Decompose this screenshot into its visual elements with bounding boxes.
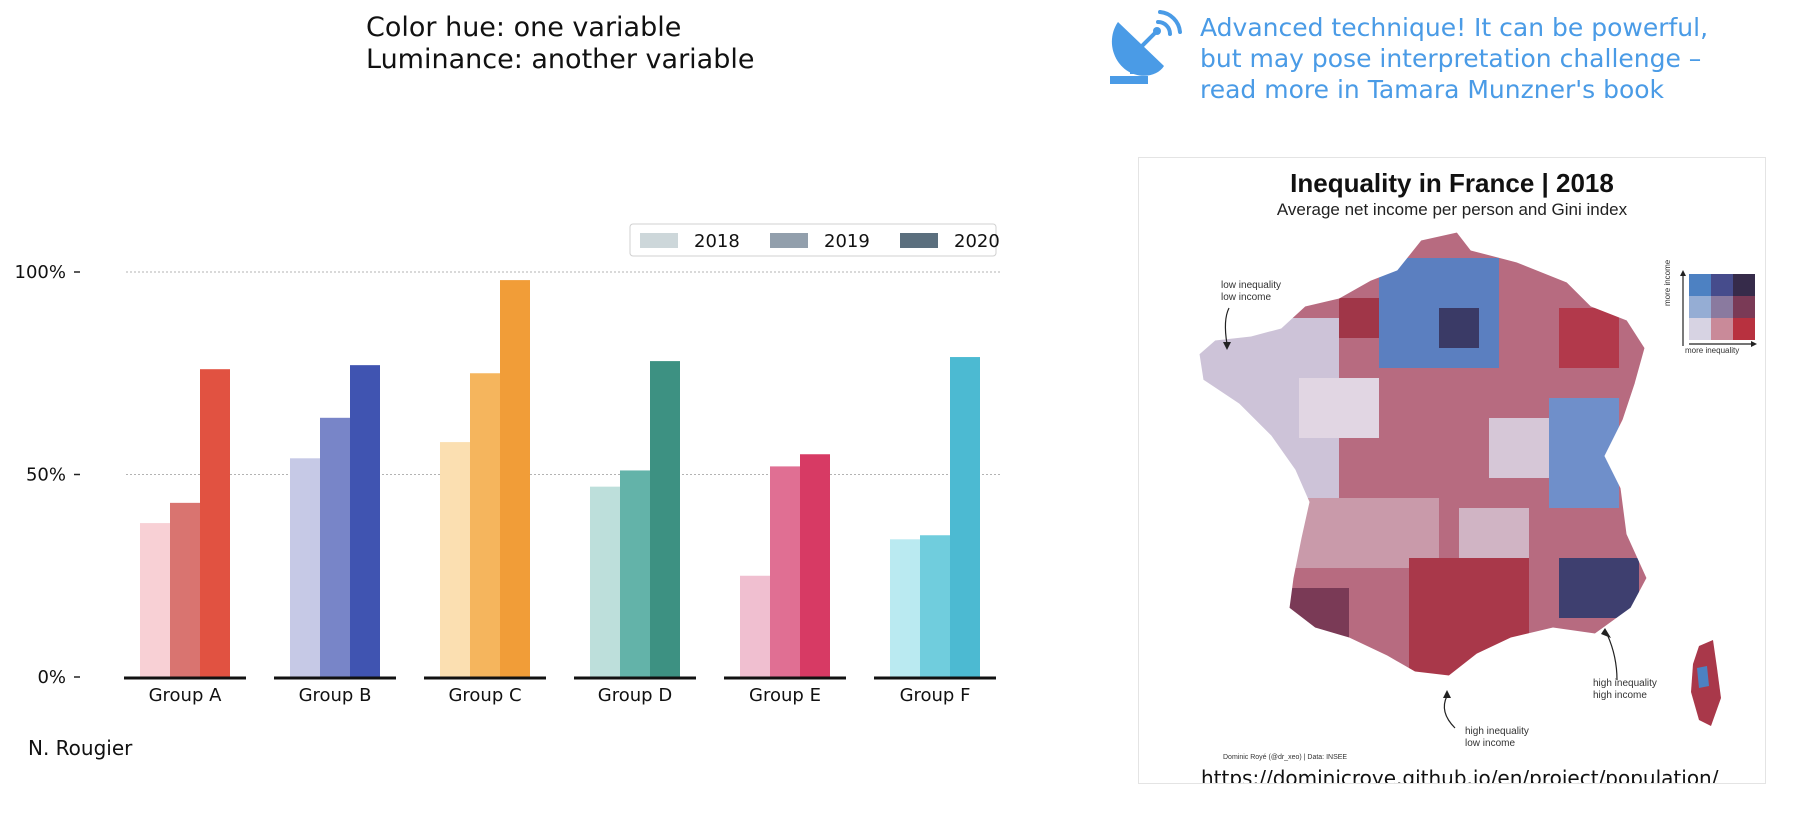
- bar-group-e-2019: [770, 466, 800, 677]
- legend-label-2020: 2020: [954, 231, 1000, 252]
- bivariate-legend: [1680, 270, 1757, 347]
- legend-cell: [1689, 274, 1711, 296]
- category-label: Group F: [900, 685, 971, 706]
- bar-group-c-2018: [440, 442, 470, 677]
- legend-swatch-2020: [900, 233, 938, 248]
- y-tick-label: 100%: [15, 262, 66, 283]
- annotation-high-inequality-low-income: high inequality low income: [1465, 726, 1529, 749]
- legend-cell: [1733, 296, 1755, 318]
- caption: Color hue: one variable Luminance: anoth…: [366, 12, 754, 76]
- bar-group-f-2020: [950, 357, 980, 677]
- advice-line-1: Advanced technique! It can be powerful,: [1200, 13, 1709, 42]
- bar-group-f-2018: [890, 539, 920, 677]
- legend-cell: [1733, 318, 1755, 340]
- bar-group-b-2020: [350, 365, 380, 677]
- grouped-bar-chart: 0% 50% 100% Group A Group B Group C Group D Gro…: [15, 223, 1000, 706]
- map-title: Inequality in France | 2018: [1290, 168, 1614, 198]
- bar-group-b-2018: [290, 458, 320, 677]
- france-outline: [1198, 231, 1648, 677]
- legend-label-2019: 2019: [824, 231, 870, 252]
- bar-group-c-2020: [500, 280, 530, 677]
- bar-group-a-2018: [140, 523, 170, 677]
- bar-group-c-2019: [470, 373, 500, 677]
- france-map: [1198, 231, 1721, 729]
- legend-label-2018: 2018: [694, 231, 740, 252]
- bar-group-e-2018: [740, 575, 770, 677]
- legend-swatch-2019: [770, 233, 808, 248]
- bar-group-a-2019: [170, 502, 200, 677]
- category-label: Group E: [749, 685, 821, 706]
- legend-box: [629, 223, 997, 257]
- legend-cell: [1689, 318, 1711, 340]
- legend-cell: [1711, 318, 1733, 340]
- author-credit: N. Rougier: [28, 736, 133, 760]
- category-label: Group B: [299, 685, 372, 706]
- legend-y-label: more income: [1663, 259, 1672, 306]
- legend-cell: [1711, 296, 1733, 318]
- annotation-high-inequality-high-income: high inequality high income: [1593, 678, 1657, 701]
- legend-cell: [1689, 296, 1711, 318]
- advice-line-3: read more in Tamara Munzner's book: [1200, 75, 1665, 104]
- advice-callout: Advanced technique! It can be powerful, …: [1200, 12, 1708, 105]
- y-tick-label: 50%: [26, 465, 66, 486]
- bar-group-d-2019: [620, 470, 650, 677]
- map-subtitle: Average net income per person and Gini i…: [1276, 200, 1628, 219]
- legend-cell: [1711, 274, 1733, 296]
- bar-group-b-2019: [320, 417, 350, 677]
- satellite-dish-icon: [1110, 10, 1182, 84]
- advice-line-2: but may pose interpretation challenge –: [1200, 44, 1702, 73]
- bar-group-f-2019: [920, 535, 950, 677]
- category-label: Group A: [149, 685, 223, 706]
- category-label: Group D: [598, 685, 672, 706]
- caption-line-luminance: Luminance: another variable: [366, 44, 755, 75]
- bar-group-d-2020: [650, 361, 680, 677]
- annotation-low-inequality-low-income: low inequality low income: [1221, 280, 1282, 303]
- source-url: https://dominicroye.github.io/en/project…: [1201, 766, 1719, 784]
- bar-group-d-2018: [590, 486, 620, 677]
- category-label: Group C: [448, 685, 521, 706]
- legend-x-label: more inequality: [1685, 346, 1740, 355]
- legend-cell: [1733, 274, 1755, 296]
- legend-swatch-2018: [640, 233, 678, 248]
- caption-line-hue: Color hue: one variable: [366, 12, 682, 43]
- map-credit: Dominic Royé (@dr_xeo) | Data: INSEE: [1223, 754, 1348, 761]
- bar-group-e-2020: [800, 454, 830, 677]
- y-tick-label: 0%: [37, 667, 66, 688]
- bar-group-a-2020: [200, 369, 230, 677]
- map-panel: Inequality in France | 2018 Average net …: [1138, 157, 1766, 784]
